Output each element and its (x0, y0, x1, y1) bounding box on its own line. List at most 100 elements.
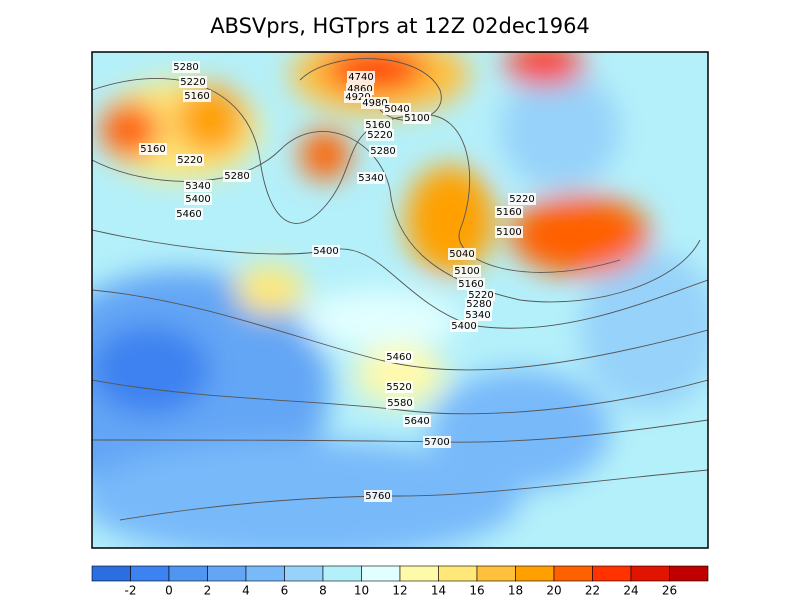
colorbar-box (284, 565, 324, 582)
colorbar-label: 18 (508, 584, 523, 598)
label-box (364, 490, 392, 502)
colorbar-label: 22 (585, 584, 600, 598)
colorbar-box (592, 565, 632, 582)
contour-labels: 5280522051604740486049204980504051005160… (139, 61, 536, 502)
label-box (385, 351, 413, 363)
label-box (357, 172, 385, 184)
colorbar-label: 14 (431, 584, 446, 598)
colorbar-box (630, 565, 670, 582)
colorbar-box (91, 565, 131, 582)
label-box (223, 170, 251, 182)
colorbar-label: -2 (125, 584, 137, 598)
label-box (184, 193, 212, 205)
contour-label: 5220 (509, 194, 534, 205)
colorbar-box (438, 565, 478, 582)
colorbar-label: 8 (319, 584, 327, 598)
contour-label: 5280 (370, 146, 395, 157)
contour-label: 5340 (185, 181, 210, 192)
contour-label: 5400 (313, 246, 338, 257)
label-box (172, 61, 200, 73)
contour-label: 5400 (451, 321, 476, 332)
colorbar-box (669, 565, 709, 582)
colorbar-box (515, 565, 555, 582)
contour-label: 5700 (424, 437, 449, 448)
contour-label: 5100 (496, 227, 521, 238)
contour-label: 5580 (387, 398, 412, 409)
label-box (347, 71, 375, 83)
contour-label: 5100 (404, 113, 429, 124)
label-box (386, 397, 414, 409)
label-box (369, 145, 397, 157)
contour-label: 5460 (386, 352, 411, 363)
contour-label: 4740 (348, 72, 373, 83)
colorbar-box (361, 565, 401, 582)
contour-label: 5460 (176, 209, 201, 220)
colorbar-label: 2 (204, 584, 212, 598)
contour-label: 5220 (177, 155, 202, 166)
label-box (176, 154, 204, 166)
contour-label: 5760 (365, 491, 390, 502)
label-box (312, 245, 340, 257)
contour-label: 5160 (184, 91, 209, 102)
title: ABSVprs, HGTprs at 12Z 02dec1964 (210, 14, 590, 38)
colorbar-label: 0 (165, 584, 173, 598)
contour-label: 4920 (345, 92, 370, 103)
contour-label: 5280 (466, 299, 491, 310)
colorbar-label: 24 (623, 584, 638, 598)
label-box (366, 129, 394, 141)
label-box (361, 97, 389, 109)
label-box (364, 119, 392, 131)
colorbar-box (207, 565, 247, 582)
label-box (403, 415, 431, 427)
label-box (423, 436, 451, 448)
contour-label: 5220 (180, 77, 205, 88)
contour-label: 5340 (465, 310, 490, 321)
colorbar-label: 12 (392, 584, 407, 598)
contour-label: 5100 (454, 266, 479, 277)
contour-label: 5040 (449, 249, 474, 260)
contour-label: 5280 (224, 171, 249, 182)
colorbar-label: 10 (354, 584, 369, 598)
label-box (453, 265, 481, 277)
colorbar: -2 0 2 4 6 8 10 12 14 16 18 20 22 24 26 (91, 565, 709, 598)
contour-label: 5160 (458, 279, 483, 290)
label-box (403, 112, 431, 124)
contour-label: 5160 (140, 144, 165, 155)
map-frame (91, 51, 709, 549)
contour-label: 5520 (386, 382, 411, 393)
colorbar-box (476, 565, 516, 582)
colorbar-box (130, 565, 170, 582)
contour-label: 5340 (358, 173, 383, 184)
colorbar-box (553, 565, 593, 582)
label-box (457, 278, 485, 290)
label-box (465, 298, 493, 310)
colorbar-label: 6 (281, 584, 289, 598)
contour-label: 4860 (347, 84, 372, 95)
colorbar-label: 26 (662, 584, 677, 598)
contour-label: 5040 (384, 104, 409, 115)
label-box (184, 180, 212, 192)
label-box (495, 206, 523, 218)
contour-label: 5640 (404, 416, 429, 427)
contour-label: 4980 (362, 98, 387, 109)
label-box (183, 90, 211, 102)
colorbar-box (399, 565, 439, 582)
label-box (139, 143, 167, 155)
map-field (92, 52, 708, 548)
contour-label: 5160 (496, 207, 521, 218)
label-box (450, 320, 478, 332)
contour-label: 5160 (365, 120, 390, 131)
colorbar-label: 4 (242, 584, 250, 598)
label-box (464, 309, 492, 321)
colorbar-label: 16 (469, 584, 484, 598)
label-box (448, 248, 476, 260)
contour-label: 5220 (468, 290, 493, 301)
label-box (175, 208, 203, 220)
colorbar-label: 20 (546, 584, 561, 598)
contour-label: 5400 (185, 194, 210, 205)
colorbar-box (322, 565, 362, 582)
colorbar-box (168, 565, 208, 582)
contour-label: 5220 (367, 130, 392, 141)
